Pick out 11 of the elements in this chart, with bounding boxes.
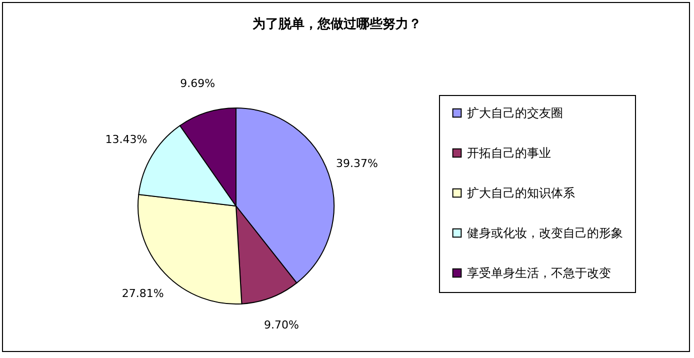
legend-label: 享受单身生活，不急于改变 (467, 266, 611, 280)
data-label: 9.69% (180, 76, 216, 90)
data-label: 9.70% (264, 318, 299, 332)
legend-label: 扩大自己的知识体系 (467, 186, 575, 200)
data-label: 27.81% (122, 286, 164, 300)
data-label: 13.43% (105, 133, 148, 146)
legend-label: 健身或化妆，改变自己的形象 (467, 226, 623, 240)
legend-label: 开拓自己的事业 (467, 146, 551, 160)
legend-label: 扩大自己的交友圈 (467, 106, 563, 120)
chart-title: 为了脱单，您做过哪些努力？ (252, 16, 422, 32)
data-label: 39.37% (336, 157, 378, 170)
